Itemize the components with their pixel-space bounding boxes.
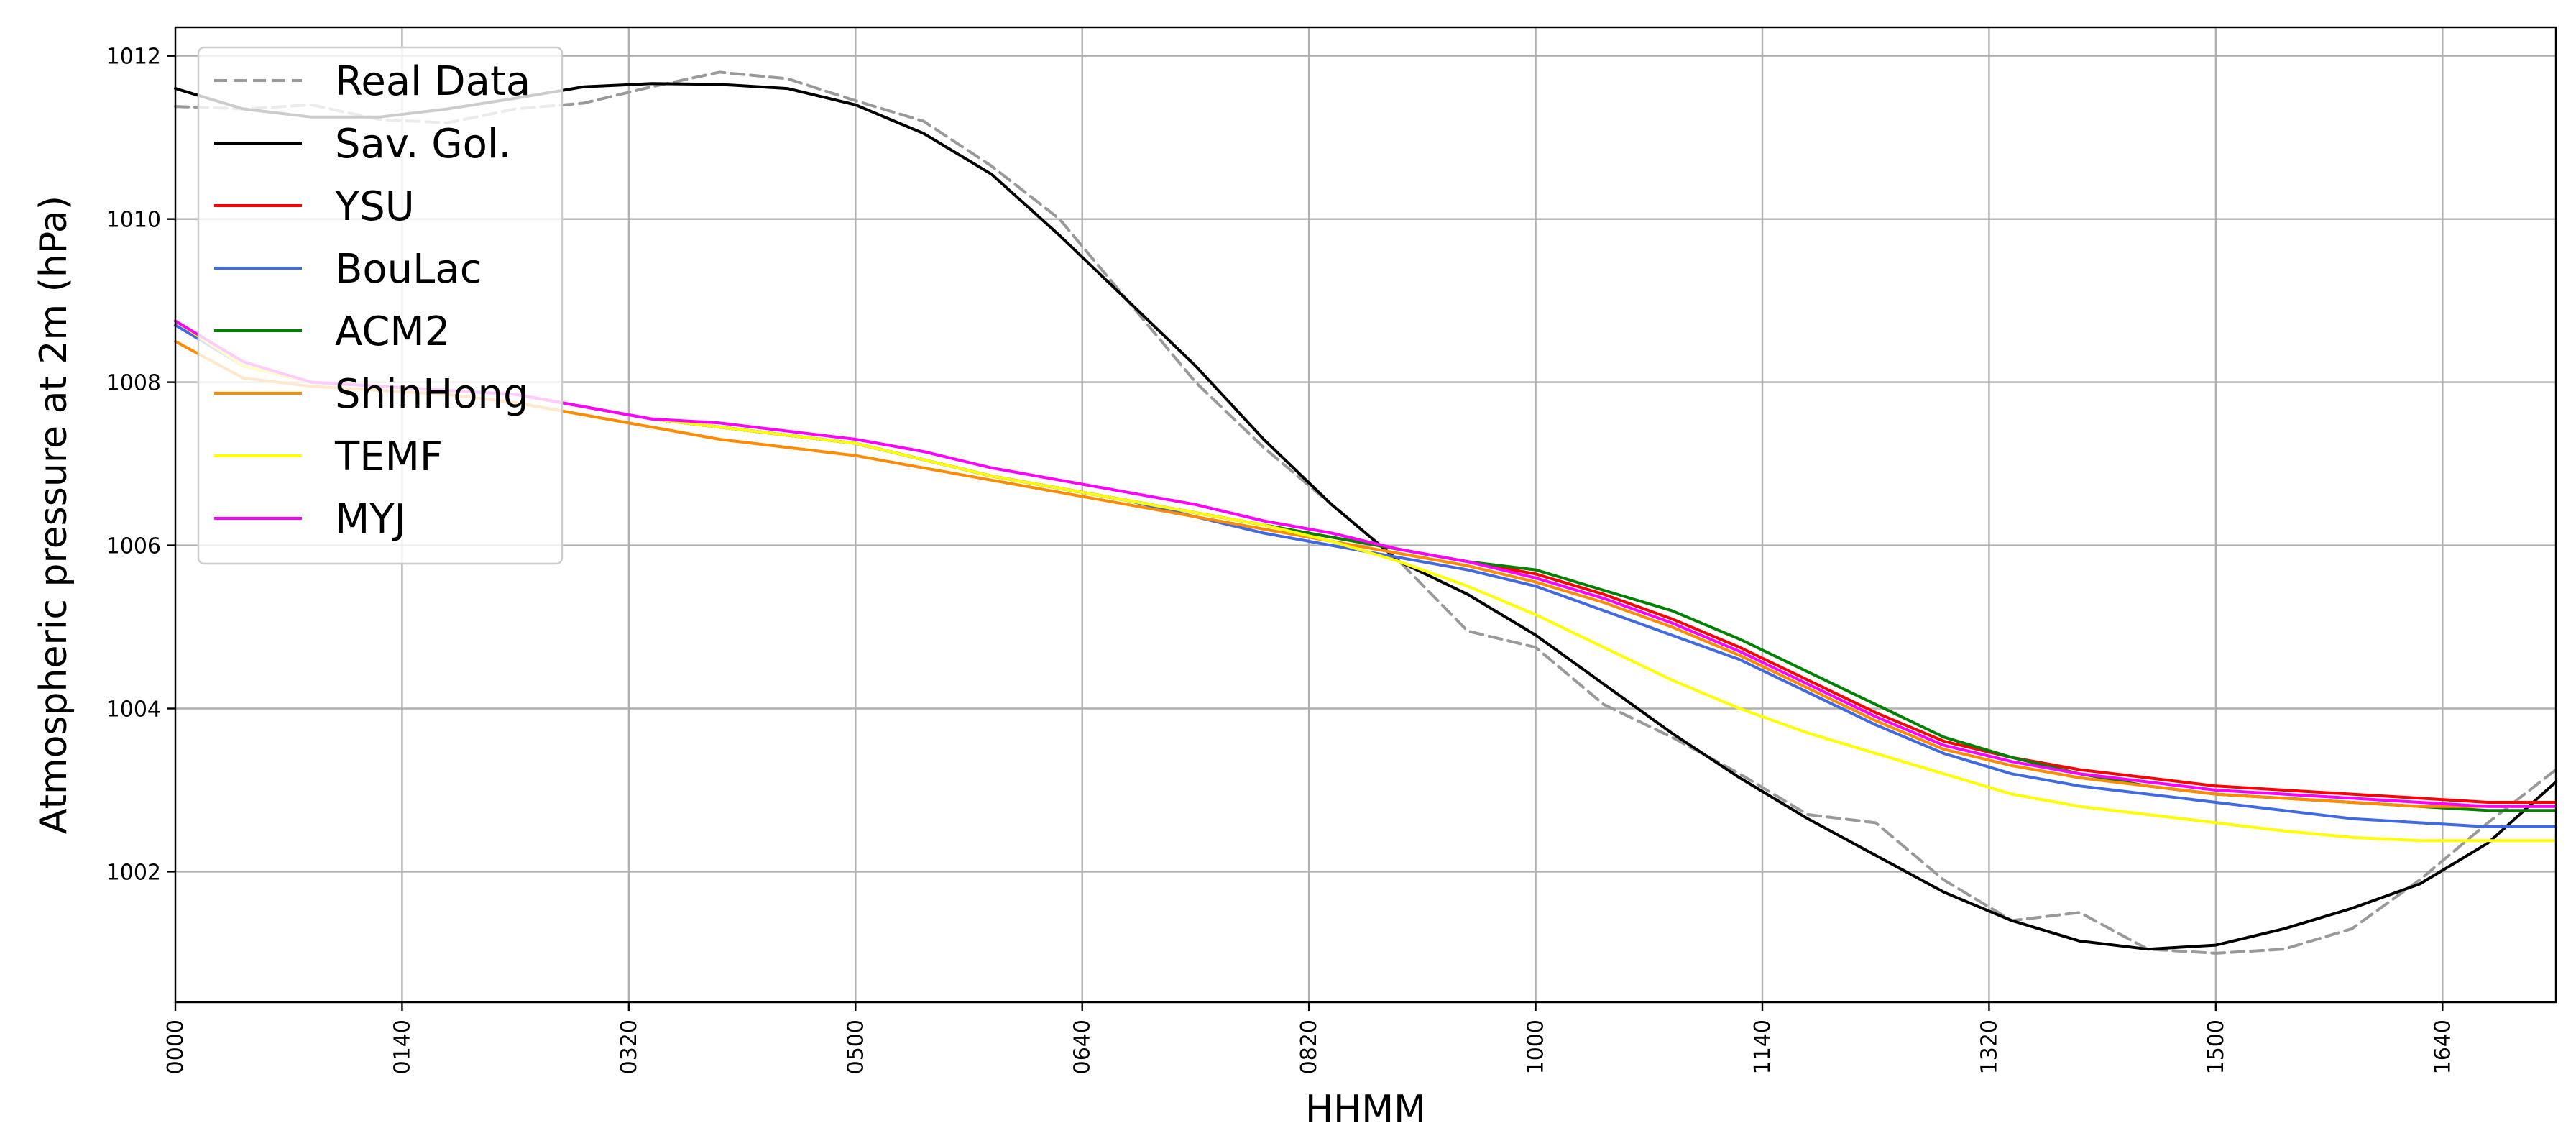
x-tick-label: 1500 xyxy=(2204,1019,2229,1074)
x-tick-label: 0500 xyxy=(843,1019,868,1074)
y-tick-label: 1004 xyxy=(106,697,161,722)
y-axis-label: Atmospheric pressure at 2m (hPa) xyxy=(32,196,75,834)
y-axis: 1002 1004 1006 1008 1010 1012 xyxy=(106,45,175,885)
legend-label: TEMF xyxy=(334,434,443,480)
series-line-myj xyxy=(174,319,2557,808)
y-tick-label: 1010 xyxy=(106,208,161,233)
plot-frame xyxy=(174,26,2557,1004)
legend: Real Data Sav. Gol. YSU BouLac ACM2 ShinHong T… xyxy=(197,46,564,565)
legend-label: ACM2 xyxy=(335,308,450,355)
legend-label: MYJ xyxy=(335,496,406,543)
x-tick-label: 1640 xyxy=(2430,1019,2455,1074)
legend-label: ShinHong xyxy=(335,371,529,418)
series-line-sav-gol xyxy=(174,82,2557,951)
legend-label: BouLac xyxy=(335,246,482,293)
x-tick-label: 0140 xyxy=(390,1019,415,1074)
x-axis-label: HHMM xyxy=(1305,1088,1426,1131)
y-tick-label: 1012 xyxy=(106,45,161,70)
y-tick-label: 1008 xyxy=(106,371,161,396)
x-tick-label: 1320 xyxy=(1977,1019,2002,1074)
series-layer xyxy=(174,70,2557,955)
x-tick-label: 1140 xyxy=(1750,1019,1775,1074)
series-line-shinhong xyxy=(174,339,2557,808)
y-tick-label: 1002 xyxy=(106,860,161,885)
x-axis: 0000 0140 0320 0500 0640 0820 1000 1140 1320 1500… xyxy=(163,1002,2455,1074)
legend-label: Sav. Gol. xyxy=(335,121,511,168)
x-tick-label: 1000 xyxy=(1524,1019,1549,1074)
legend-box xyxy=(197,46,564,565)
legend-label: YSU xyxy=(334,183,415,230)
x-tick-label: 0000 xyxy=(163,1019,188,1074)
legend-label: Real Data xyxy=(335,58,530,105)
x-tick-label: 0820 xyxy=(1297,1019,1322,1074)
x-tick-label: 0640 xyxy=(1070,1019,1095,1074)
y-tick-label: 1006 xyxy=(106,534,161,559)
x-tick-label: 0320 xyxy=(617,1019,642,1074)
